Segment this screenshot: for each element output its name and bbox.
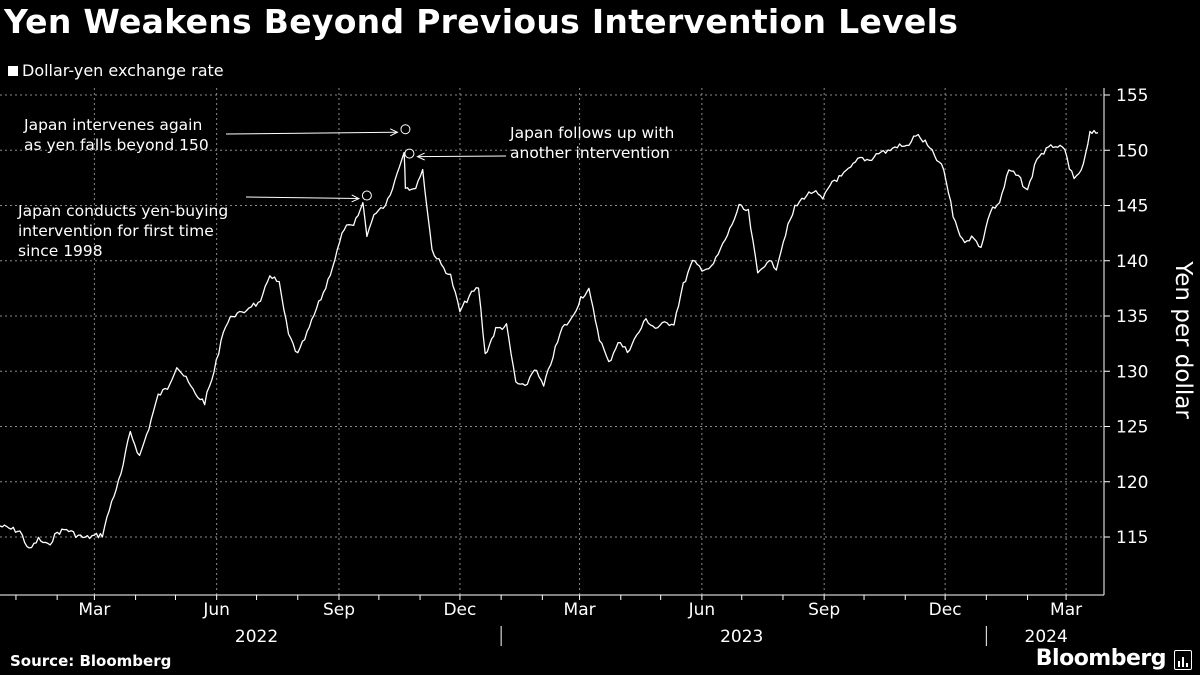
y-tick-label: 135: [1116, 307, 1148, 327]
x-year-label: 2022: [235, 627, 278, 647]
x-tick-label: Mar: [1050, 600, 1082, 620]
annotation-label: intervention for first time: [18, 222, 214, 240]
x-tick-label: Sep: [323, 600, 355, 620]
annotation-marker: [400, 124, 411, 135]
x-tick-label: Mar: [564, 600, 596, 620]
series-group: [0, 129, 1099, 549]
legend: Dollar-yen exchange rate: [8, 61, 224, 80]
annotation-label: Japan conducts yen-buying: [17, 202, 228, 220]
annotation-arrowhead: [416, 152, 425, 161]
y-tick-label: 155: [1116, 86, 1148, 106]
y-tick-label: 150: [1116, 141, 1148, 161]
legend-label: Dollar-yen exchange rate: [22, 61, 224, 80]
annotation-label: Japan follows up with: [509, 124, 674, 142]
bloomberg-chart-icon: [1174, 650, 1192, 670]
y-tick-label: 115: [1116, 528, 1148, 548]
y-tick-label: 130: [1116, 362, 1148, 382]
x-year-label: 2023: [720, 627, 763, 647]
x-tick-label: Sep: [808, 600, 840, 620]
x-tick-label: Mar: [78, 600, 110, 620]
y-tick-label: 125: [1116, 418, 1148, 438]
annotation-arrow: [225, 131, 398, 135]
chart-title: Yen Weakens Beyond Previous Intervention…: [4, 2, 959, 41]
annotation-label: another intervention: [510, 144, 670, 162]
grid-lines: [0, 88, 1104, 595]
series-line: [0, 129, 1099, 549]
y-tick-label: 120: [1116, 473, 1148, 493]
source-note: Source: Bloomberg: [10, 652, 172, 670]
x-tick-label: Dec: [443, 600, 476, 620]
annotation-label: as yen falls beyond 150: [24, 136, 209, 154]
legend-swatch: [8, 65, 18, 76]
annotation-label: Japan intervenes again: [23, 116, 202, 134]
annotation-arrowhead: [351, 194, 361, 203]
x-tick-label: Dec: [929, 600, 962, 620]
y-tick-label: 145: [1116, 197, 1148, 217]
annotations: Japan conducts yen-buying intervention fo…: [17, 116, 674, 260]
annotation-marker: [361, 190, 372, 201]
y-tick-label: 140: [1116, 252, 1148, 272]
bloomberg-logo: Bloomberg: [1035, 646, 1167, 671]
axes: 115 120 125 130 135 140 145 150 155 Yen per dolla…: [0, 86, 1196, 647]
annotation-arrowhead: [389, 128, 399, 137]
annotation-arrow: [417, 155, 507, 158]
annotation-label: since 1998: [18, 242, 103, 260]
x-year-label: 2024: [1025, 627, 1068, 647]
y-axis-title: Yen per dollar: [1170, 260, 1196, 419]
x-tick-label: Jun: [688, 600, 716, 620]
annotation-arrow: [245, 196, 359, 200]
x-tick-label: Jun: [202, 600, 230, 620]
annotation-marker: [404, 148, 415, 159]
